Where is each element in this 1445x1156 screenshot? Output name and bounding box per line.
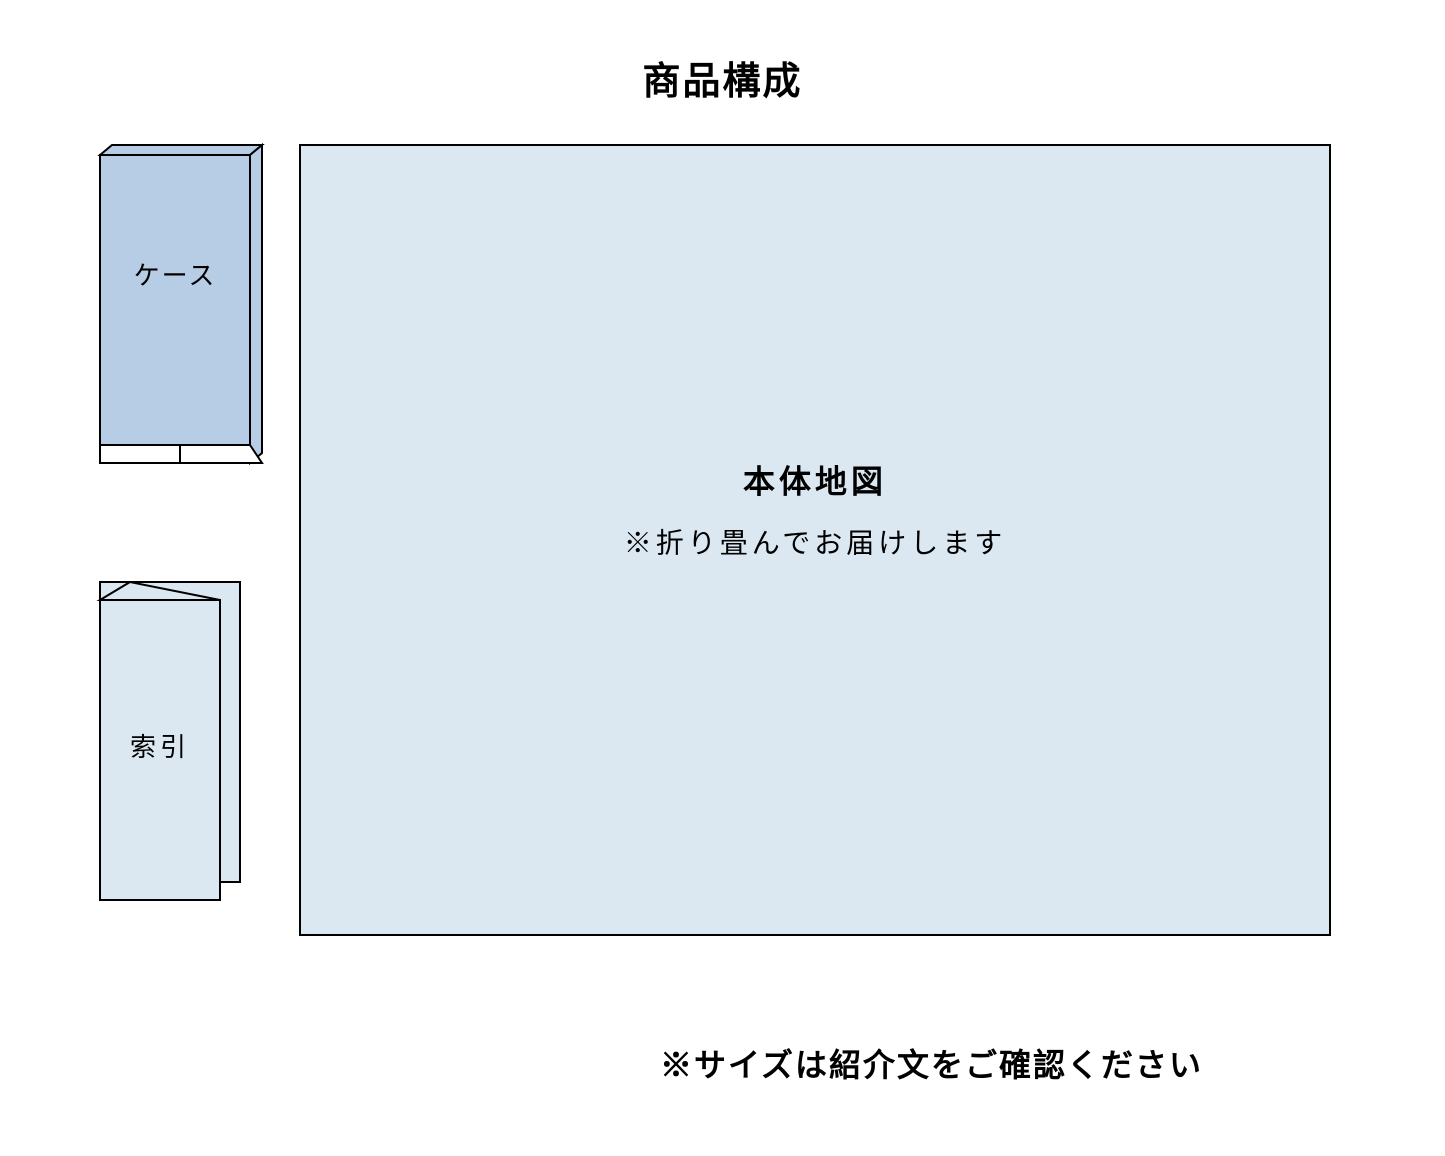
map-box: 本体地図 ※折り畳んでお届けします (300, 145, 1330, 935)
diagram-svg: 本体地図 ※折り畳んでお届けします ケース 索引 (0, 0, 1445, 1156)
index-label: 索引 (130, 732, 190, 762)
case-top-face (100, 145, 262, 155)
footnote: ※サイズは紹介文をご確認ください (660, 1040, 1203, 1086)
index-box: 索引 (100, 582, 240, 900)
case-label: ケース (134, 260, 217, 290)
case-front-face (100, 155, 250, 463)
case-side-face (250, 145, 262, 463)
map-subtitle-label: ※折り畳んでお届けします (624, 528, 1007, 559)
map-title-label: 本体地図 (743, 464, 887, 500)
case-box: ケース (100, 145, 262, 463)
